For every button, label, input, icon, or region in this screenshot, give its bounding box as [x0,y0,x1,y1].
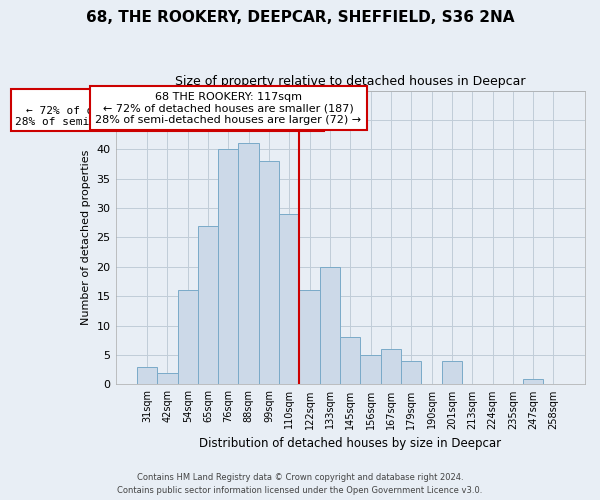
Bar [299,290,320,384]
Bar [137,367,157,384]
Bar [218,150,238,384]
Bar [279,214,299,384]
Bar [157,372,178,384]
Bar [238,144,259,384]
Bar [259,161,279,384]
X-axis label: Distribution of detached houses by size in Deepcar: Distribution of detached houses by size … [199,437,502,450]
Bar [523,378,544,384]
Bar [381,349,401,384]
Title: Size of property relative to detached houses in Deepcar: Size of property relative to detached ho… [175,75,526,88]
Bar [401,361,421,384]
Text: Contains HM Land Registry data © Crown copyright and database right 2024.
Contai: Contains HM Land Registry data © Crown c… [118,474,482,495]
Bar [178,290,198,384]
Y-axis label: Number of detached properties: Number of detached properties [81,150,91,325]
Bar [198,226,218,384]
Text: 68 THE ROOKERY: 117sqm
← 72% of detached houses are smaller (187)
28% of semi-de: 68 THE ROOKERY: 117sqm ← 72% of detached… [16,94,319,126]
Bar [442,361,462,384]
Bar [340,338,361,384]
Text: 68, THE ROOKERY, DEEPCAR, SHEFFIELD, S36 2NA: 68, THE ROOKERY, DEEPCAR, SHEFFIELD, S36… [86,10,514,25]
Bar [361,355,381,384]
Bar [320,267,340,384]
Text: 68 THE ROOKERY: 117sqm
← 72% of detached houses are smaller (187)
28% of semi-de: 68 THE ROOKERY: 117sqm ← 72% of detached… [95,92,361,125]
